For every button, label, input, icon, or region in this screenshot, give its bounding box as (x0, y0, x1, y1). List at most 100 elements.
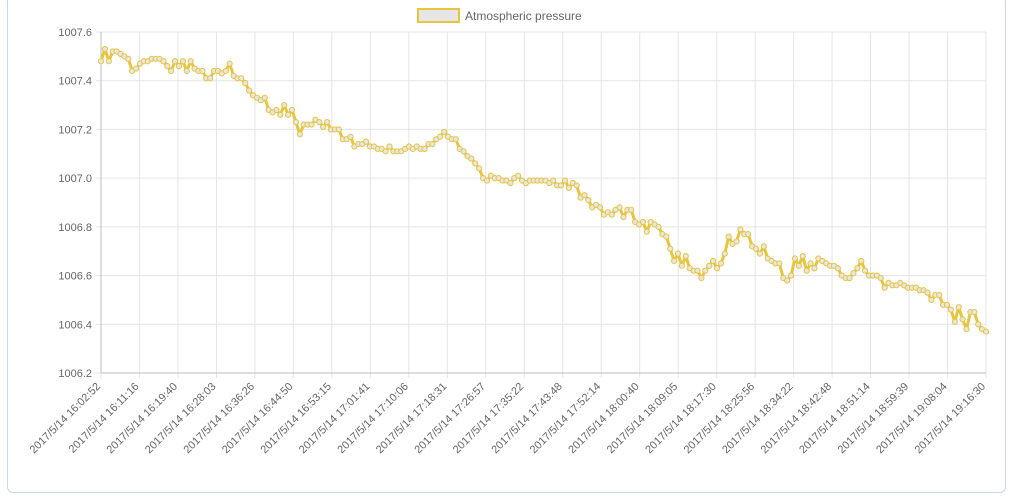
data-point[interactable] (437, 133, 444, 140)
data-point[interactable] (608, 211, 615, 218)
data-point[interactable] (440, 128, 448, 135)
data-point[interactable] (982, 328, 990, 335)
data-point[interactable] (550, 177, 557, 184)
data-point[interactable] (292, 119, 300, 126)
data-point[interactable] (171, 58, 179, 65)
data-point[interactable] (671, 257, 678, 265)
legend-swatch[interactable] (417, 8, 460, 23)
data-point[interactable] (288, 106, 296, 114)
data-point[interactable] (285, 111, 292, 118)
data-point[interactable] (296, 131, 303, 138)
data-point[interactable] (596, 204, 604, 211)
data-point[interactable] (175, 63, 183, 70)
data-point[interactable] (639, 218, 647, 226)
data-point[interactable] (207, 75, 214, 82)
data-point[interactable] (807, 260, 814, 267)
data-point[interactable] (581, 192, 588, 199)
data-point[interactable] (132, 65, 140, 72)
data-point[interactable] (386, 143, 393, 150)
data-point[interactable] (721, 250, 728, 257)
data-point[interactable] (846, 274, 853, 282)
data-point[interactable] (725, 233, 732, 240)
data-point[interactable] (643, 228, 650, 235)
data-point[interactable] (561, 177, 569, 184)
data-point[interactable] (975, 321, 982, 328)
data-point[interactable] (784, 277, 791, 284)
data-point[interactable] (382, 148, 389, 155)
data-point[interactable] (620, 214, 627, 221)
data-point[interactable] (745, 231, 752, 238)
data-point[interactable] (951, 318, 958, 325)
data-point[interactable] (363, 138, 370, 145)
data-point[interactable] (955, 304, 962, 311)
data-point[interactable] (760, 243, 767, 250)
data-point[interactable] (429, 140, 436, 148)
data-point[interactable] (678, 262, 686, 269)
data-point[interactable] (858, 257, 865, 265)
data-point[interactable] (947, 306, 955, 313)
data-point[interactable] (347, 133, 354, 140)
data-point[interactable] (694, 267, 701, 274)
data-point[interactable] (242, 80, 249, 87)
data-point[interactable] (674, 250, 682, 257)
data-point[interactable] (881, 284, 888, 291)
data-point[interactable] (187, 58, 194, 65)
data-point[interactable] (799, 252, 806, 260)
data-point[interactable] (616, 204, 623, 211)
data-point[interactable] (928, 296, 935, 304)
data-point[interactable] (936, 291, 943, 299)
data-point[interactable] (222, 67, 229, 75)
data-point[interactable] (105, 58, 112, 65)
data-point[interactable] (733, 238, 740, 245)
data-point[interactable] (698, 274, 705, 282)
data-point[interactable] (971, 309, 978, 316)
data-point[interactable] (706, 262, 713, 269)
data-point[interactable] (854, 265, 861, 272)
data-point[interactable] (308, 121, 315, 128)
data-point[interactable] (281, 101, 288, 109)
data-point[interactable] (460, 148, 467, 155)
data-point[interactable] (655, 223, 662, 230)
data-point[interactable] (756, 250, 763, 257)
data-point[interactable] (585, 196, 592, 204)
data-point[interactable] (97, 58, 105, 65)
data-point[interactable] (877, 274, 884, 282)
data-point[interactable] (573, 182, 580, 189)
data-point[interactable] (324, 119, 331, 126)
data-point[interactable] (246, 87, 253, 94)
data-point[interactable] (515, 172, 522, 179)
data-point[interactable] (468, 155, 475, 162)
data-point[interactable] (421, 145, 428, 153)
data-point[interactable] (795, 262, 802, 269)
data-point[interactable] (277, 111, 284, 118)
data-point[interactable] (273, 106, 280, 114)
data-point[interactable] (261, 94, 268, 101)
data-point[interactable] (565, 184, 572, 191)
data-point[interactable] (713, 265, 721, 272)
data-point[interactable] (238, 75, 245, 82)
data-point[interactable] (483, 177, 491, 184)
data-point[interactable] (709, 257, 717, 265)
data-point[interactable] (476, 165, 483, 172)
data-point[interactable] (963, 326, 970, 333)
data-point[interactable] (316, 119, 323, 126)
data-point[interactable] (101, 45, 109, 53)
data-point[interactable] (472, 160, 479, 167)
data-point[interactable] (737, 226, 744, 233)
data-point[interactable] (776, 260, 783, 267)
data-point[interactable] (183, 67, 190, 75)
data-point[interactable] (803, 267, 810, 274)
data-point[interactable] (811, 265, 818, 272)
data-point[interactable] (862, 267, 869, 274)
data-point[interactable] (702, 267, 709, 274)
data-point[interactable] (179, 58, 186, 65)
data-point[interactable] (943, 301, 951, 308)
data-point[interactable] (507, 179, 514, 187)
data-point[interactable] (791, 255, 799, 262)
data-point[interactable] (125, 55, 132, 62)
data-point[interactable] (682, 252, 689, 260)
data-point[interactable] (335, 126, 342, 133)
data-point[interactable] (752, 245, 760, 252)
data-point[interactable] (924, 289, 931, 296)
data-point[interactable] (667, 245, 674, 252)
